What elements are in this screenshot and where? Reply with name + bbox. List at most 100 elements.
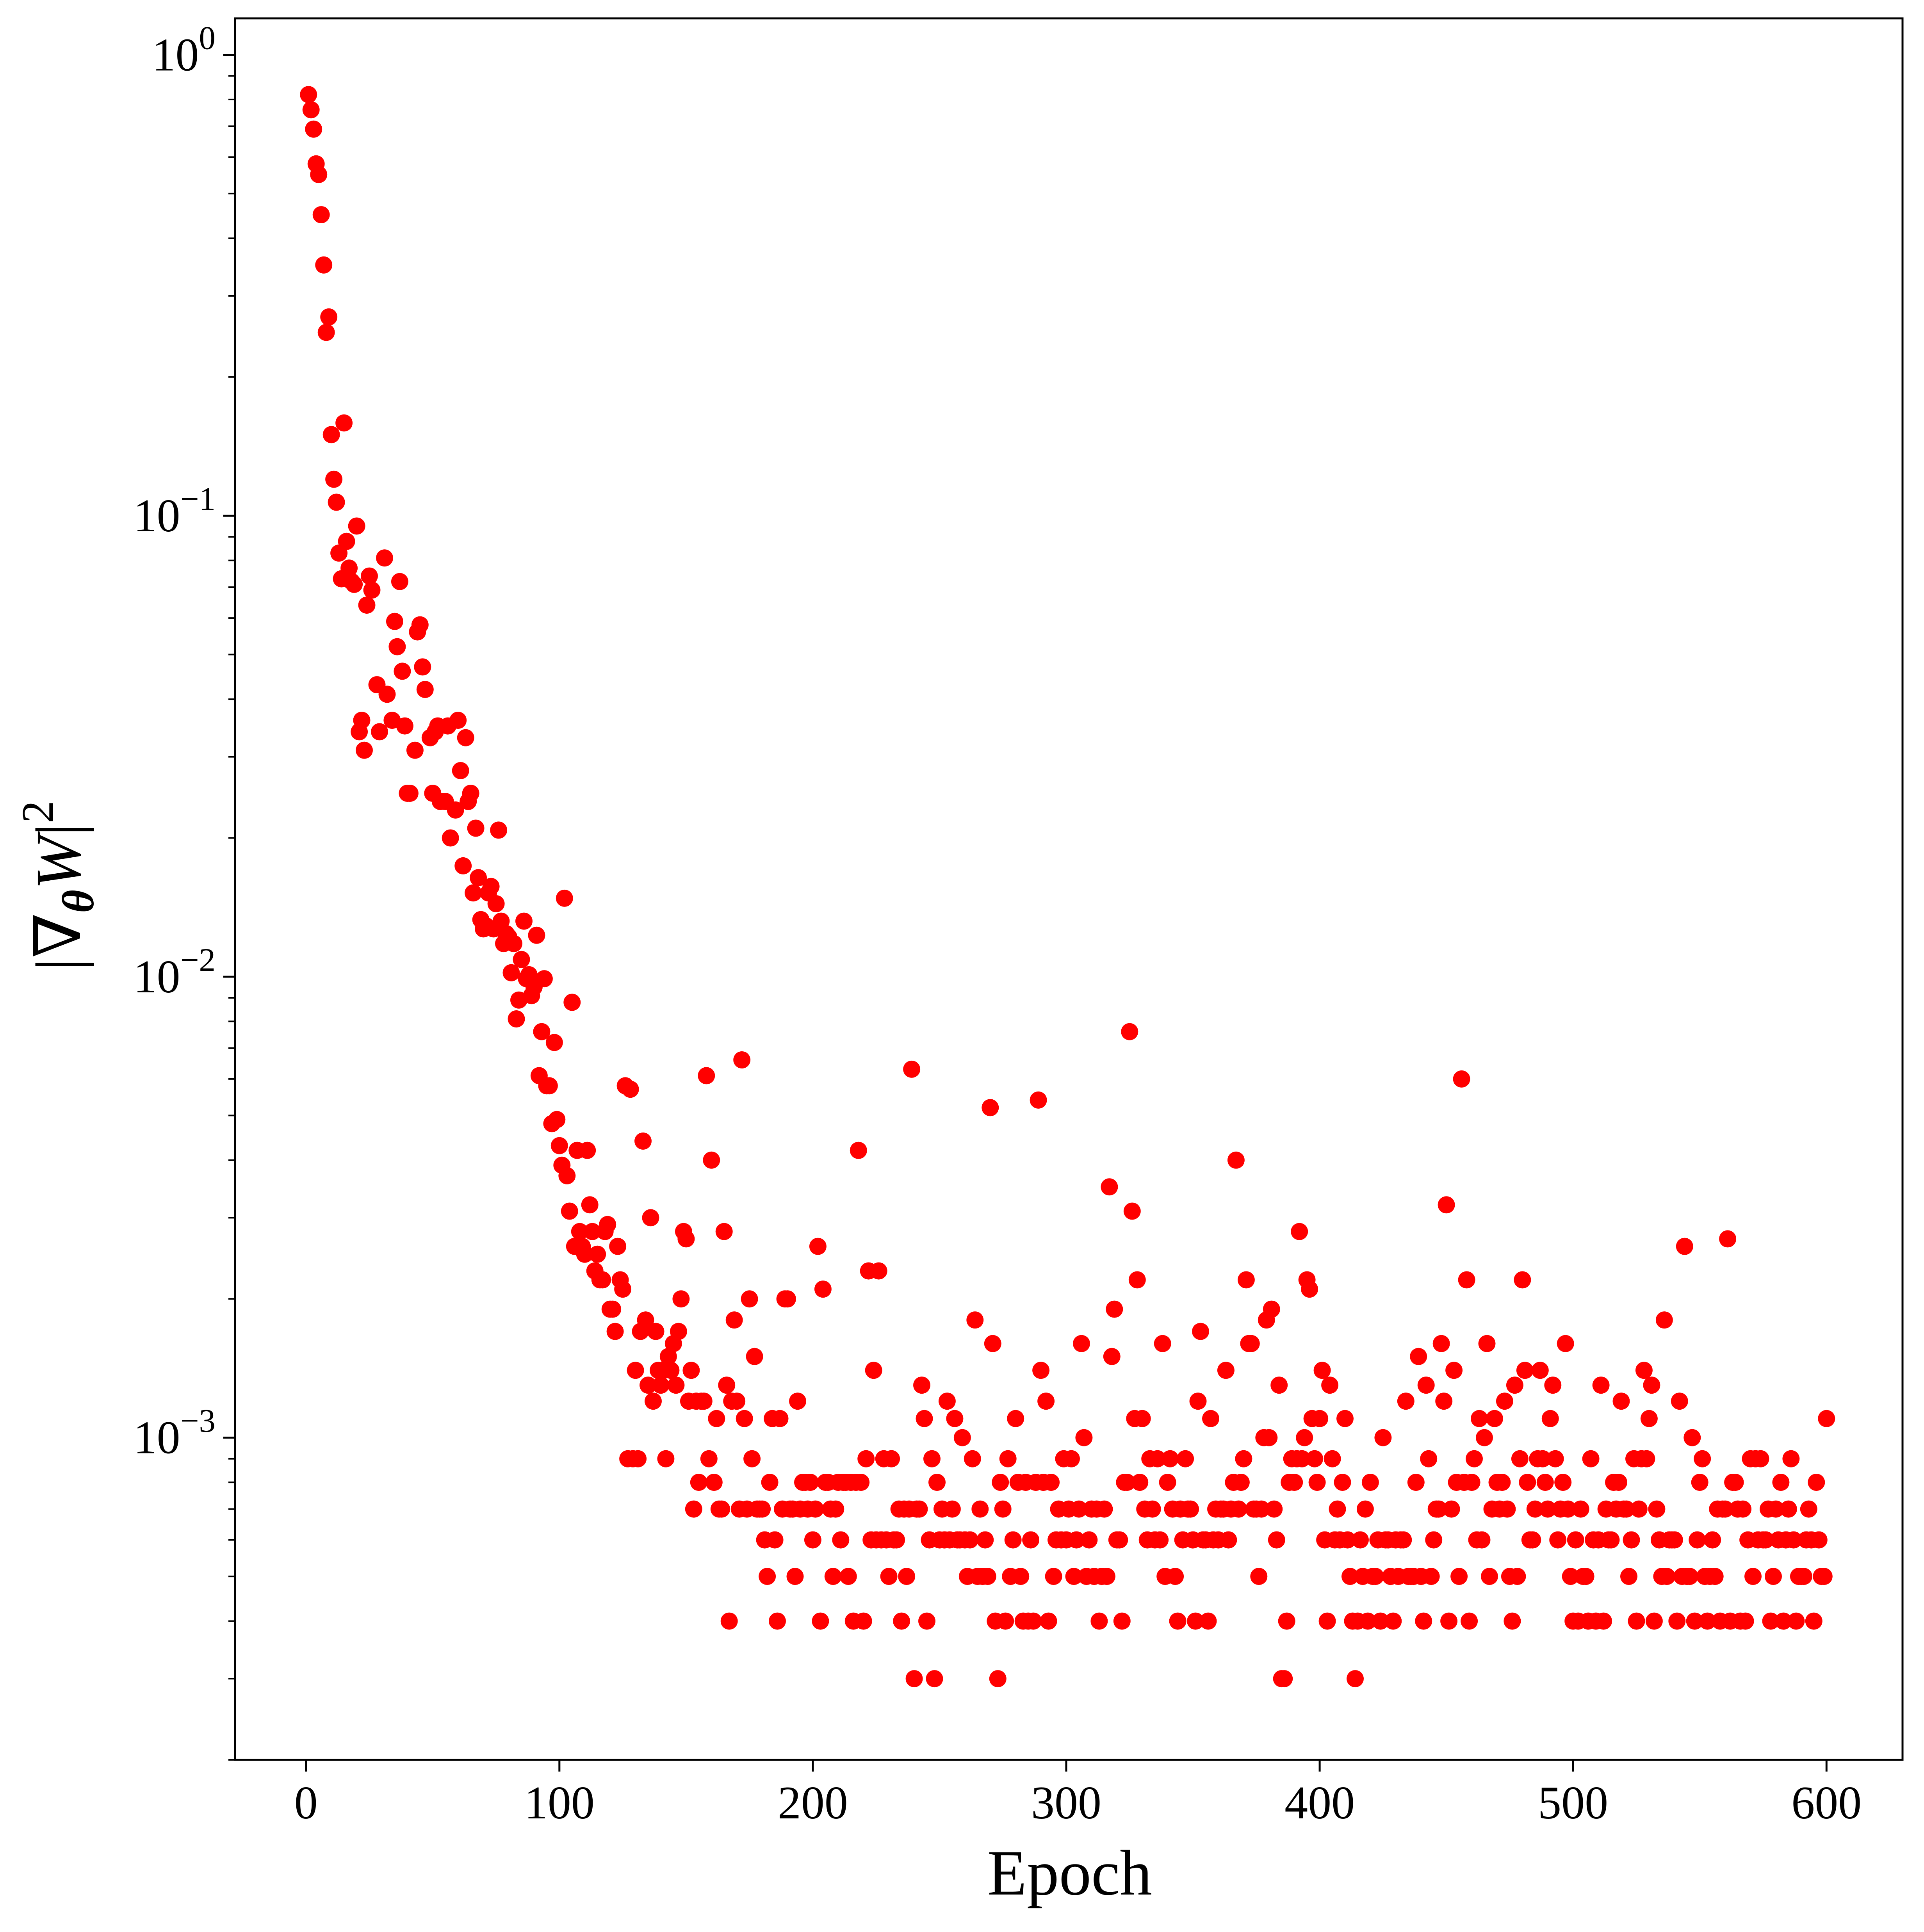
data-point: [1630, 1500, 1648, 1518]
data-point: [1514, 1271, 1531, 1289]
data-point: [733, 1051, 751, 1068]
data-point: [705, 1474, 723, 1491]
data-point: [533, 1023, 550, 1040]
data-point: [1293, 1450, 1311, 1467]
data-point: [1765, 1568, 1782, 1585]
data-point: [442, 829, 459, 847]
data-point: [1531, 1362, 1549, 1379]
data-point: [1324, 1450, 1341, 1467]
data-point: [1684, 1429, 1701, 1446]
data-point: [1623, 1531, 1640, 1549]
x-tick-label: 300: [1031, 1777, 1101, 1829]
data-point: [1144, 1500, 1161, 1518]
data-point: [1030, 1091, 1047, 1109]
data-point: [1361, 1474, 1379, 1491]
data-point: [300, 86, 317, 103]
data-point: [832, 1531, 850, 1549]
data-point: [1458, 1271, 1475, 1289]
data-point: [1471, 1410, 1488, 1427]
data-point: [1169, 1612, 1186, 1630]
data-point: [1562, 1568, 1579, 1585]
data-point: [502, 964, 520, 981]
data-point: [1726, 1474, 1744, 1491]
data-point: [634, 1132, 652, 1150]
data-point: [391, 573, 408, 590]
data-point: [482, 878, 500, 895]
data-point: [1666, 1531, 1683, 1549]
data-point: [1818, 1410, 1835, 1427]
y-axis-title-theta: θ: [53, 890, 103, 913]
x-tick-label: 500: [1538, 1777, 1608, 1829]
data-point: [1618, 1500, 1635, 1518]
data-point: [1276, 1670, 1293, 1688]
data-point: [315, 256, 333, 274]
data-point: [1422, 1568, 1440, 1585]
data-point: [1149, 1450, 1166, 1467]
data-point: [406, 741, 424, 759]
data-point: [1686, 1612, 1703, 1630]
y-tick-label: 10−1: [134, 481, 216, 541]
data-point: [614, 1280, 632, 1298]
data-point: [1691, 1474, 1708, 1491]
data-point: [1612, 1392, 1630, 1410]
data-point: [982, 1099, 999, 1116]
data-point: [1301, 1280, 1318, 1298]
data-point: [1106, 1300, 1123, 1318]
data-point: [348, 517, 365, 535]
data-point: [923, 1450, 941, 1467]
x-tick-label: 100: [524, 1777, 595, 1829]
data-point: [1640, 1410, 1658, 1427]
data-point: [1096, 1500, 1113, 1518]
data-point: [1121, 1023, 1138, 1040]
data-point: [809, 1238, 827, 1255]
data-point: [725, 1311, 743, 1329]
data-point: [1167, 1568, 1184, 1585]
y-axis-minor-ticks: [228, 75, 235, 1761]
data-point: [766, 1531, 784, 1549]
data-point: [759, 1568, 776, 1585]
data-point: [1511, 1450, 1529, 1467]
data-point: [718, 1376, 736, 1394]
data-point: [1719, 1230, 1737, 1248]
data-point: [1334, 1474, 1351, 1491]
data-point: [1694, 1450, 1711, 1467]
data-point: [545, 1034, 563, 1051]
data-point: [1539, 1500, 1557, 1518]
data-point: [1252, 1500, 1270, 1518]
data-point: [926, 1670, 943, 1688]
data-point: [1473, 1531, 1491, 1549]
data-point: [1425, 1531, 1443, 1549]
data-point: [913, 1376, 930, 1394]
data-point: [1227, 1151, 1245, 1169]
data-point: [667, 1376, 685, 1394]
data-point: [916, 1410, 933, 1427]
data-point: [883, 1450, 900, 1467]
data-point: [1417, 1376, 1435, 1394]
data-point: [1151, 1531, 1169, 1549]
data-point: [1595, 1612, 1612, 1630]
data-point: [396, 717, 413, 735]
data-point: [1070, 1500, 1088, 1518]
data-point: [870, 1262, 887, 1280]
data-point: [807, 1500, 824, 1518]
data-point: [961, 1531, 979, 1549]
data-point: [720, 1612, 738, 1630]
data-point: [1395, 1531, 1412, 1549]
data-point: [1506, 1376, 1523, 1394]
data-point: [1681, 1568, 1698, 1585]
data-point: [563, 994, 581, 1011]
data-point: [1572, 1500, 1589, 1518]
y-axis-title-close-bar: |: [23, 823, 94, 836]
data-point: [356, 741, 373, 759]
data-point: [1154, 1335, 1171, 1352]
data-point: [903, 1060, 921, 1078]
data-point: [622, 1081, 639, 1098]
data-point: [320, 308, 338, 326]
data-point: [1199, 1612, 1217, 1630]
data-point: [789, 1392, 806, 1410]
data-point: [700, 1450, 718, 1467]
data-point: [346, 575, 363, 593]
data-point: [989, 1670, 1007, 1688]
data-point: [865, 1362, 882, 1379]
data-point: [1265, 1500, 1283, 1518]
